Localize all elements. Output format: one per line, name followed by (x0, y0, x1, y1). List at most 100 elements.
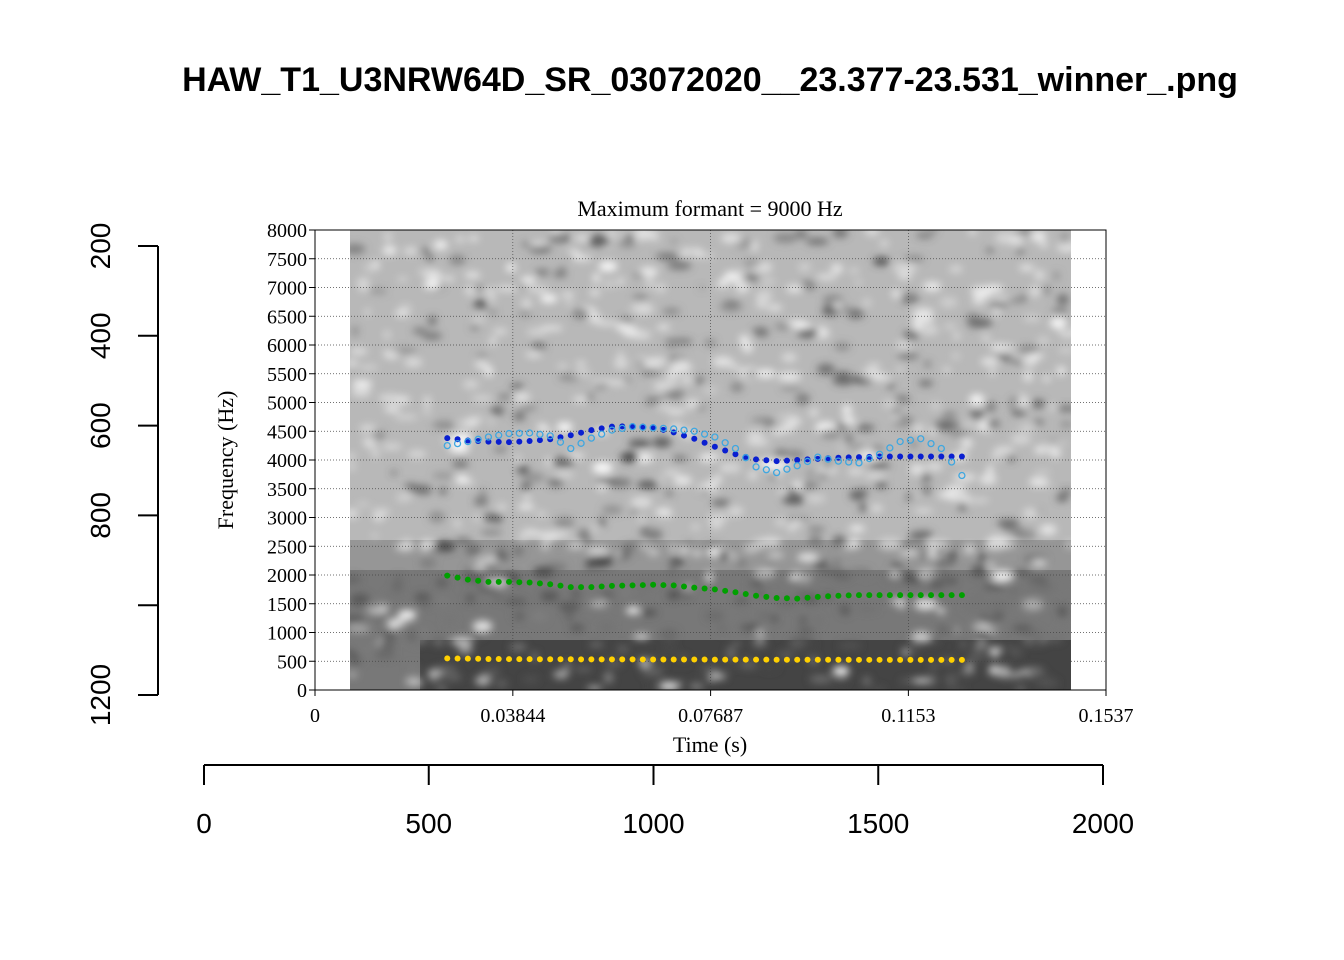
spectrogram-speckle (525, 351, 542, 358)
spectrogram-speckle (1022, 638, 1035, 646)
spectrogram-speckle (969, 409, 985, 420)
y-tick-label: 8000 (267, 220, 307, 242)
spectrogram-speckle (412, 327, 428, 335)
outer-left-tick-label: 200 (85, 223, 116, 270)
spectrogram-speckle (984, 285, 1004, 292)
spectrogram-speckle (1032, 480, 1052, 488)
spectrogram-speckle (601, 505, 623, 515)
spectrogram-speckle (598, 261, 618, 272)
spectrogram-speckle (742, 274, 761, 282)
spectrogram-speckle (752, 437, 771, 447)
spectrogram-speckle (936, 607, 946, 615)
data-point (711, 433, 719, 441)
spectrogram-speckle (432, 420, 456, 430)
spectrogram-speckle (458, 643, 473, 655)
page-title: HAW_T1_U3NRW64D_SR_03072020__23.377-23.5… (182, 61, 1238, 99)
spectrogram-speckle (969, 650, 986, 661)
spectrogram-speckle (727, 506, 744, 517)
spectrogram-speckle (940, 420, 960, 430)
spectrogram-speckle (398, 609, 417, 621)
data-point (958, 471, 966, 480)
spectrogram-speckle (382, 349, 392, 358)
spectrogram-speckle (1037, 678, 1059, 688)
spectrogram-speckle (373, 612, 386, 621)
spectrogram-speckle (690, 677, 714, 687)
spectrogram-speckle (963, 543, 976, 555)
spectrogram-speckle (695, 376, 704, 385)
spectrogram (350, 230, 1071, 690)
data-point (557, 582, 564, 589)
spectrogram-speckle (711, 475, 723, 484)
spectrogram-speckle (496, 394, 516, 400)
spectrogram-speckle (953, 331, 961, 341)
spectrogram-speckle (384, 404, 401, 413)
spectrogram-speckle (929, 662, 938, 670)
spectrogram-speckle (726, 610, 736, 620)
data-point (948, 656, 955, 663)
spectrogram-speckle (403, 246, 420, 256)
spectrogram-speckle (943, 622, 954, 630)
spectrogram-speckle (531, 610, 548, 623)
data-point (752, 463, 760, 471)
spectrogram-speckle (832, 535, 846, 546)
spectrogram-speckle (1005, 298, 1024, 303)
y-tick-label: 7000 (267, 278, 307, 300)
y-tick-label: 6000 (267, 335, 307, 357)
y-tick-label: 2500 (267, 536, 307, 558)
spectrogram-speckle (988, 368, 997, 376)
spectrogram-speckle (986, 248, 994, 253)
spectrogram-speckle (662, 469, 681, 476)
spectrogram-speckle (417, 599, 431, 608)
spectrogram-speckle (449, 255, 466, 265)
spectrogram-speckle (797, 553, 819, 562)
spectrogram-speckle (1011, 397, 1021, 403)
data-point (958, 592, 965, 599)
spectrogram-speckle (613, 551, 620, 559)
data-point (948, 453, 955, 460)
spectrogram-speckle (890, 561, 903, 573)
spectrogram-speckle (785, 517, 809, 522)
spectrogram-speckle (983, 628, 999, 634)
spectrogram-speckle (649, 235, 660, 242)
spectrogram-speckle (620, 452, 640, 463)
spectrogram-speckle (1023, 508, 1038, 519)
spectrogram-speckle (912, 308, 934, 317)
outer-left-tick-label: 1200 (85, 664, 116, 726)
spectrogram-speckle (472, 620, 493, 633)
data-point (691, 435, 698, 442)
spectrogram-speckle (919, 325, 939, 336)
data-point (938, 656, 945, 663)
data-point (443, 441, 451, 450)
data-point (598, 430, 606, 438)
data-point (608, 582, 615, 589)
spectrogram-speckle (1034, 269, 1046, 282)
spectrogram-speckle (939, 296, 958, 308)
spectrogram-speckle (799, 615, 807, 626)
spectrogram-speckle (350, 454, 356, 459)
data-point (474, 435, 482, 443)
spectrogram-speckle (539, 325, 564, 331)
spectrogram-speckle (704, 339, 716, 346)
spectrogram-speckle (1022, 599, 1044, 611)
spectrogram-speckle (917, 552, 928, 560)
x-axis-label: Time (s) (673, 732, 747, 757)
spectrogram-speckle (720, 466, 727, 471)
spectrogram-speckle (946, 686, 967, 690)
spectrogram-speckle (637, 544, 651, 550)
spectrogram-speckle (807, 526, 826, 533)
spectrogram-speckle (1023, 371, 1033, 382)
spectrogram-speckle (589, 601, 608, 607)
spectrogram-speckle (371, 429, 385, 441)
spectrogram-speckle (1018, 264, 1035, 272)
spectrogram-speckle (655, 253, 679, 260)
spectrogram-speckle (471, 317, 486, 322)
spectrogram-speckle (608, 380, 628, 386)
data-point (722, 587, 729, 594)
spectrogram-speckle (513, 411, 526, 421)
data-point (721, 439, 729, 447)
data-point (897, 453, 904, 460)
spectrogram-speckle (893, 405, 900, 414)
data-point (608, 656, 615, 663)
spectrogram-speckle (981, 334, 991, 343)
spectrogram-speckle (665, 489, 674, 497)
